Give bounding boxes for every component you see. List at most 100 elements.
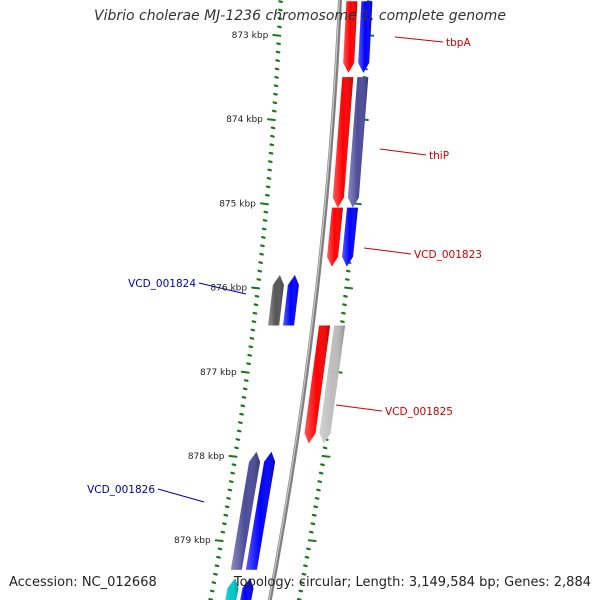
minor-tick bbox=[243, 379, 249, 382]
minor-tick bbox=[310, 522, 316, 526]
minor-tick bbox=[298, 589, 304, 593]
minor-tick bbox=[275, 50, 281, 54]
gene-shading bbox=[240, 578, 254, 600]
minor-tick bbox=[236, 429, 242, 433]
minor-tick bbox=[250, 328, 256, 332]
minor-tick bbox=[276, 42, 281, 46]
major-tick bbox=[307, 539, 317, 542]
accession-text: Accession: NC_012668 bbox=[9, 575, 157, 590]
gene-label[interactable]: VCD_001825 bbox=[385, 406, 453, 418]
major-tick bbox=[321, 455, 331, 458]
minor-tick bbox=[273, 84, 279, 88]
minor-tick bbox=[320, 463, 325, 467]
minor-tick bbox=[235, 438, 241, 441]
major-tick bbox=[214, 539, 224, 542]
minor-tick bbox=[316, 488, 321, 492]
ruler-label: 875 kbp bbox=[219, 199, 256, 209]
gene-labels: tbpA thiP VCD_001823 VCD_001824 VCD_001825 VC… bbox=[87, 36, 482, 503]
minor-tick bbox=[267, 168, 272, 172]
minor-tick bbox=[247, 353, 252, 357]
ruler-label: 878 kbp bbox=[188, 452, 225, 462]
minor-tick bbox=[254, 294, 260, 298]
major-tick bbox=[344, 286, 354, 290]
gene-shading bbox=[327, 207, 343, 267]
minor-tick bbox=[227, 488, 233, 492]
gene-label[interactable]: thiP bbox=[429, 150, 449, 162]
gene-shading bbox=[283, 275, 299, 326]
gene-label[interactable]: tbpA bbox=[446, 37, 471, 49]
gene-leader-line bbox=[335, 404, 383, 412]
ruler-label: 879 kbp bbox=[174, 536, 211, 546]
minor-tick bbox=[343, 294, 348, 298]
ruler-label: 873 kbp bbox=[232, 31, 269, 41]
minor-tick bbox=[256, 278, 262, 281]
major-tick bbox=[259, 202, 269, 206]
minor-tick bbox=[322, 446, 328, 450]
major-tick bbox=[240, 370, 250, 374]
gene-shading bbox=[342, 207, 358, 267]
gene-shading bbox=[230, 451, 261, 570]
gene-shading bbox=[245, 451, 276, 570]
ruler-labels: 873 kbp 874 kbp 875 kbp 876 kbp 877 kbp 878 k… bbox=[174, 31, 269, 546]
minor-tick bbox=[214, 564, 220, 568]
minor-tick bbox=[273, 92, 278, 96]
gene-shading bbox=[347, 77, 369, 208]
minor-tick bbox=[259, 252, 264, 256]
minor-tick bbox=[268, 160, 273, 163]
minor-tick bbox=[265, 185, 271, 189]
gene-leader-line bbox=[379, 148, 427, 156]
minor-tick bbox=[261, 236, 266, 239]
minor-tick bbox=[278, 0, 283, 3]
minor-tick bbox=[238, 421, 243, 424]
minor-tick bbox=[249, 337, 255, 340]
minor-tick bbox=[268, 151, 274, 155]
gene-shading bbox=[268, 275, 284, 326]
genome-summary-text: Topology: circular; Length: 3,149,584 bp… bbox=[233, 575, 591, 590]
minor-tick bbox=[253, 303, 259, 307]
chromosome-backbone-highlight bbox=[268, 0, 340, 600]
minor-tick bbox=[277, 17, 283, 20]
minor-tick bbox=[275, 59, 280, 63]
minor-tick bbox=[303, 564, 308, 568]
minor-tick bbox=[313, 505, 318, 509]
minor-tick bbox=[246, 362, 251, 366]
minor-tick bbox=[261, 227, 267, 231]
gene-leader-line bbox=[157, 488, 205, 503]
gene-label[interactable]: VCD_001826 bbox=[87, 484, 155, 496]
minor-tick bbox=[306, 547, 311, 551]
minor-tick bbox=[270, 126, 276, 130]
minor-tick bbox=[318, 471, 324, 475]
minor-tick bbox=[317, 480, 323, 483]
minor-tick bbox=[216, 555, 221, 559]
minor-tick bbox=[314, 497, 320, 500]
gene-shading bbox=[332, 77, 354, 208]
minor-tick bbox=[257, 269, 263, 273]
gene-label[interactable]: VCD_001823 bbox=[414, 249, 482, 261]
minor-tick bbox=[251, 320, 257, 323]
chromosome-backbone bbox=[267, 0, 343, 600]
minor-tick bbox=[340, 320, 345, 323]
gene-features bbox=[225, 1, 373, 600]
minor-tick bbox=[213, 572, 218, 576]
major-tick bbox=[228, 455, 238, 458]
gene-label[interactable]: VCD_001824 bbox=[128, 278, 196, 290]
minor-tick bbox=[266, 177, 272, 180]
minor-tick bbox=[248, 345, 254, 349]
minor-tick bbox=[271, 109, 277, 113]
minor-tick bbox=[242, 387, 248, 391]
gene-shading bbox=[358, 1, 373, 73]
ruler-label: 877 kbp bbox=[200, 368, 237, 378]
minor-tick bbox=[223, 513, 229, 517]
minor-tick bbox=[217, 547, 223, 551]
minor-tick bbox=[228, 480, 234, 483]
gene-shading bbox=[304, 325, 331, 444]
minor-tick bbox=[230, 471, 235, 475]
minor-tick bbox=[263, 210, 269, 214]
gene-leader-line bbox=[363, 247, 412, 255]
gene-shading bbox=[343, 1, 358, 73]
minor-tick bbox=[274, 75, 279, 79]
minor-tick bbox=[300, 581, 305, 585]
minor-tick bbox=[239, 412, 244, 416]
minor-tick bbox=[220, 530, 226, 534]
